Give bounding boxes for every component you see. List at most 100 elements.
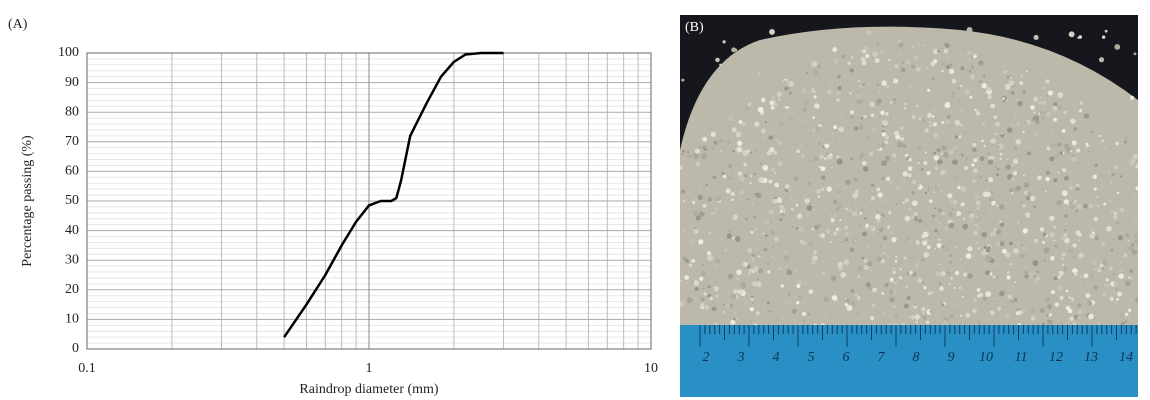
grain (893, 130, 900, 136)
grain (861, 257, 865, 260)
grain (928, 199, 933, 203)
grain (833, 125, 838, 130)
grain (684, 258, 689, 263)
ruler-label: 10 (979, 350, 993, 365)
grain (713, 153, 716, 155)
grain (928, 64, 930, 66)
grain (730, 319, 736, 325)
grain (1042, 232, 1047, 237)
grain (997, 168, 1000, 171)
grain (934, 314, 938, 317)
grain (937, 208, 943, 213)
grain (771, 245, 775, 249)
grain (1118, 312, 1124, 318)
grain (987, 94, 992, 100)
grain (754, 192, 758, 196)
grain (965, 253, 972, 259)
grain (789, 210, 794, 215)
grain (1069, 205, 1075, 211)
grain (849, 247, 855, 252)
grain (1079, 101, 1084, 105)
grain (808, 159, 812, 163)
grain (711, 146, 716, 151)
grain (994, 179, 998, 183)
grain (856, 94, 861, 99)
grain (1130, 204, 1133, 207)
grain (889, 226, 892, 229)
grain (904, 215, 911, 222)
grain (850, 288, 855, 293)
grain (861, 160, 867, 166)
grain (888, 58, 891, 62)
grain (1038, 112, 1041, 115)
grain (1094, 170, 1097, 174)
grain (1070, 150, 1073, 153)
grain (939, 263, 941, 266)
grain (739, 190, 744, 195)
grain (969, 212, 975, 219)
photo: (B) 2 3 4 5 6 7 8 9 10 11 12 13 14 (680, 15, 1138, 397)
ruler-label: 2 (703, 350, 710, 365)
grain (911, 200, 918, 207)
grain (854, 189, 859, 194)
ruler (680, 325, 1138, 397)
grain (727, 176, 732, 180)
grain (1100, 241, 1106, 247)
grain (858, 224, 861, 227)
grain (761, 128, 766, 134)
grain (684, 275, 690, 280)
grain (740, 281, 746, 287)
grain (891, 236, 897, 243)
grain (820, 166, 826, 172)
grain (834, 140, 838, 144)
grain (1059, 321, 1064, 326)
grain (757, 106, 764, 113)
grain (850, 55, 854, 59)
grain (698, 185, 702, 189)
grain (1068, 249, 1070, 252)
grain (1068, 201, 1073, 205)
grain (1053, 276, 1058, 281)
grain (755, 311, 760, 315)
grain (877, 192, 883, 198)
grain (1128, 275, 1132, 280)
grain (1066, 128, 1069, 131)
grain (1001, 281, 1005, 285)
grain (860, 116, 864, 120)
grain (1056, 142, 1062, 148)
grain (980, 250, 986, 256)
grain (797, 132, 801, 136)
grain (761, 234, 766, 239)
grain (1019, 253, 1025, 259)
grain (806, 304, 808, 306)
grain (683, 199, 686, 203)
grain (853, 177, 859, 183)
grain (903, 102, 907, 106)
grain (896, 199, 900, 202)
grain (986, 86, 991, 91)
grain (1011, 164, 1015, 167)
grain (1075, 183, 1080, 187)
grain (680, 165, 683, 170)
grain (1079, 275, 1082, 278)
grain (749, 151, 752, 154)
grain (974, 108, 977, 112)
panel-label: (A) (8, 17, 28, 32)
plot-border (86, 52, 652, 350)
grain (923, 187, 928, 192)
grain (724, 264, 727, 267)
grain (814, 188, 818, 191)
grain (897, 39, 902, 43)
grain (769, 209, 774, 215)
grain (940, 169, 946, 176)
grain (944, 227, 948, 230)
grain (802, 318, 806, 323)
grain (1130, 95, 1135, 100)
grain (1016, 98, 1018, 101)
grain (935, 276, 941, 283)
grain (1050, 132, 1054, 136)
grain (881, 200, 884, 203)
grain (994, 166, 997, 168)
grain (823, 157, 827, 161)
grain (1064, 267, 1066, 269)
